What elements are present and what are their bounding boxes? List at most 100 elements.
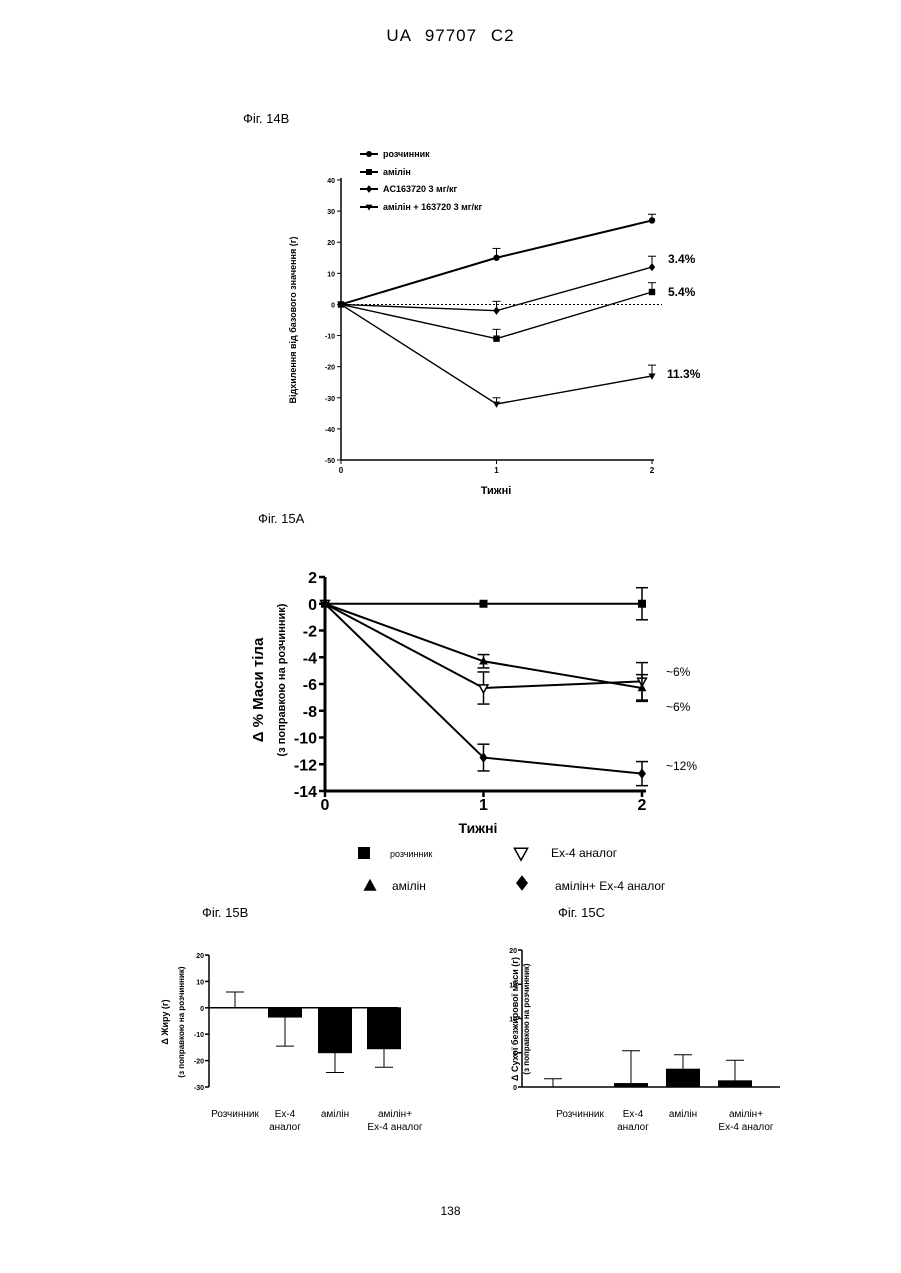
y-tick-label: -20	[194, 1059, 204, 1066]
legend-label: розчинник	[383, 149, 430, 159]
error-bar	[375, 1049, 393, 1067]
legend-label: амілін + 163720 3 мг/кг	[383, 202, 483, 212]
legend-marker	[366, 151, 372, 157]
category-label: Ex-4	[275, 1109, 296, 1120]
y-tick-label: 20	[196, 953, 204, 960]
y-axis-sublabel: (з поправкою на розчинник)	[177, 966, 186, 1078]
bar	[269, 1008, 302, 1017]
chart-fig14b: -50 -40 -30 -20 -10 0 10 20 30 40 0 1 2 Тижні Відхилен…	[288, 149, 701, 497]
legend-label: амілін	[392, 879, 426, 893]
error-bar	[622, 1051, 640, 1084]
y-tick-label: -50	[325, 458, 335, 465]
y-axis-label: Відхилення від базового значення (г)	[288, 237, 298, 404]
error-bar	[226, 992, 244, 1008]
error-bar	[674, 1055, 692, 1069]
data-point	[649, 217, 655, 223]
category-label: амілін	[669, 1109, 697, 1120]
x-axis-label: Тижні	[459, 820, 498, 836]
data-point	[480, 600, 488, 608]
x-axis-label: Тижні	[481, 485, 512, 497]
y-axis-sublabel: (з поправкою на розчинник)	[522, 963, 531, 1075]
bar	[667, 1069, 700, 1087]
y-axis-label: Δ Жиру (г)	[160, 999, 170, 1044]
x-tick-label: 1	[494, 466, 499, 475]
legend-marker	[516, 875, 528, 891]
annotation-label: ~12%	[666, 759, 697, 773]
y-tick-label: -14	[294, 784, 317, 801]
category-label: Ex-4 аналог	[718, 1122, 773, 1133]
data-point	[649, 289, 655, 295]
legend-label: амілін	[383, 167, 411, 177]
y-tick-label: 0	[308, 597, 317, 614]
legend-label: амілін+ Ex-4 аналог	[555, 879, 666, 893]
y-tick-label: -4	[303, 650, 317, 667]
legend-marker	[514, 848, 527, 860]
data-point	[638, 768, 646, 778]
x-tick-label: 1	[479, 797, 488, 814]
y-tick-label: -6	[303, 677, 317, 694]
data-point	[493, 401, 500, 407]
error-bar	[276, 1017, 294, 1046]
y-tick-label: 0	[200, 1006, 204, 1013]
y-axis-label: Δ % Маси тіла	[250, 637, 267, 742]
y-axis-label: Δ Сухої безжирової маси (г)	[510, 957, 520, 1081]
y-tick-label: -30	[325, 396, 335, 403]
category-label: аналог	[269, 1122, 301, 1133]
error-bar	[726, 1060, 744, 1081]
data-point	[649, 263, 655, 271]
x-tick-label: 2	[650, 466, 655, 475]
y-tick-label: 0	[513, 1085, 517, 1092]
series-line	[341, 220, 652, 304]
x-tick-label: 0	[321, 797, 330, 814]
y-tick-label: -2	[303, 624, 317, 641]
y-tick-label: -20	[325, 365, 335, 372]
bar	[615, 1084, 648, 1087]
chart-fig15a: 20-2-4-6-8-10-12-14012ТижніΔ % Маси тіла…	[250, 570, 697, 893]
y-tick-label: -12	[294, 757, 317, 774]
category-label: Розчинник	[556, 1109, 604, 1120]
legend-label: AC163720 3 мг/кг	[383, 184, 457, 194]
category-label: аналог	[617, 1122, 649, 1133]
error-bar	[326, 1053, 344, 1073]
y-tick-label: 40	[327, 178, 335, 185]
error-bar	[544, 1079, 562, 1087]
figures-canvas: -50-40-30-20-10010203040012ТижніВідхилен…	[0, 0, 901, 1273]
series-line	[341, 304, 652, 404]
legend-marker	[363, 879, 376, 891]
y-axis-sublabel: (з поправкою на розчинник)	[276, 603, 288, 756]
annotation-label: ~6%	[666, 700, 691, 714]
chart-fig15b: 20100-10-20-30РозчинникEx-4аналогаміліна…	[160, 953, 423, 1133]
category-label: Розчинник	[211, 1109, 259, 1120]
data-point	[638, 600, 646, 608]
y-tick-label: -8	[303, 704, 317, 721]
y-tick-label: 20	[327, 240, 335, 247]
y-tick-label: 10	[327, 271, 335, 278]
category-label: Ex-4	[623, 1109, 644, 1120]
x-tick-label: 0	[339, 466, 344, 475]
category-label: амілін	[321, 1109, 349, 1120]
legend-marker	[366, 185, 372, 193]
y-tick-label: 30	[327, 209, 335, 216]
data-point	[493, 255, 499, 261]
y-tick-label: 20	[509, 948, 517, 955]
y-tick-label: -10	[325, 334, 335, 341]
annotation-label: 3.4%	[668, 252, 696, 266]
y-tick-label: -10	[294, 731, 317, 748]
bar	[368, 1008, 401, 1049]
y-tick-label: -40	[325, 427, 335, 434]
y-tick-label: 10	[196, 979, 204, 986]
legend-marker	[366, 169, 372, 175]
bar	[319, 1008, 352, 1053]
category-label: Ex-4 аналог	[367, 1122, 422, 1133]
x-tick-label: 2	[638, 797, 647, 814]
category-label: амілін+	[729, 1109, 763, 1120]
y-tick-label: 0	[331, 302, 335, 309]
annotation-label: 5.4%	[668, 285, 696, 299]
legend-label: Ex-4 аналог	[551, 846, 618, 860]
bar	[719, 1081, 752, 1087]
annotation-label: 11.3%	[667, 367, 701, 381]
y-tick-label: 2	[308, 570, 317, 587]
category-label: амілін+	[378, 1109, 412, 1120]
y-tick-label: -30	[194, 1085, 204, 1092]
chart-fig15c: 20151050РозчинникEx-4аналогамілінамілін+…	[509, 948, 780, 1133]
